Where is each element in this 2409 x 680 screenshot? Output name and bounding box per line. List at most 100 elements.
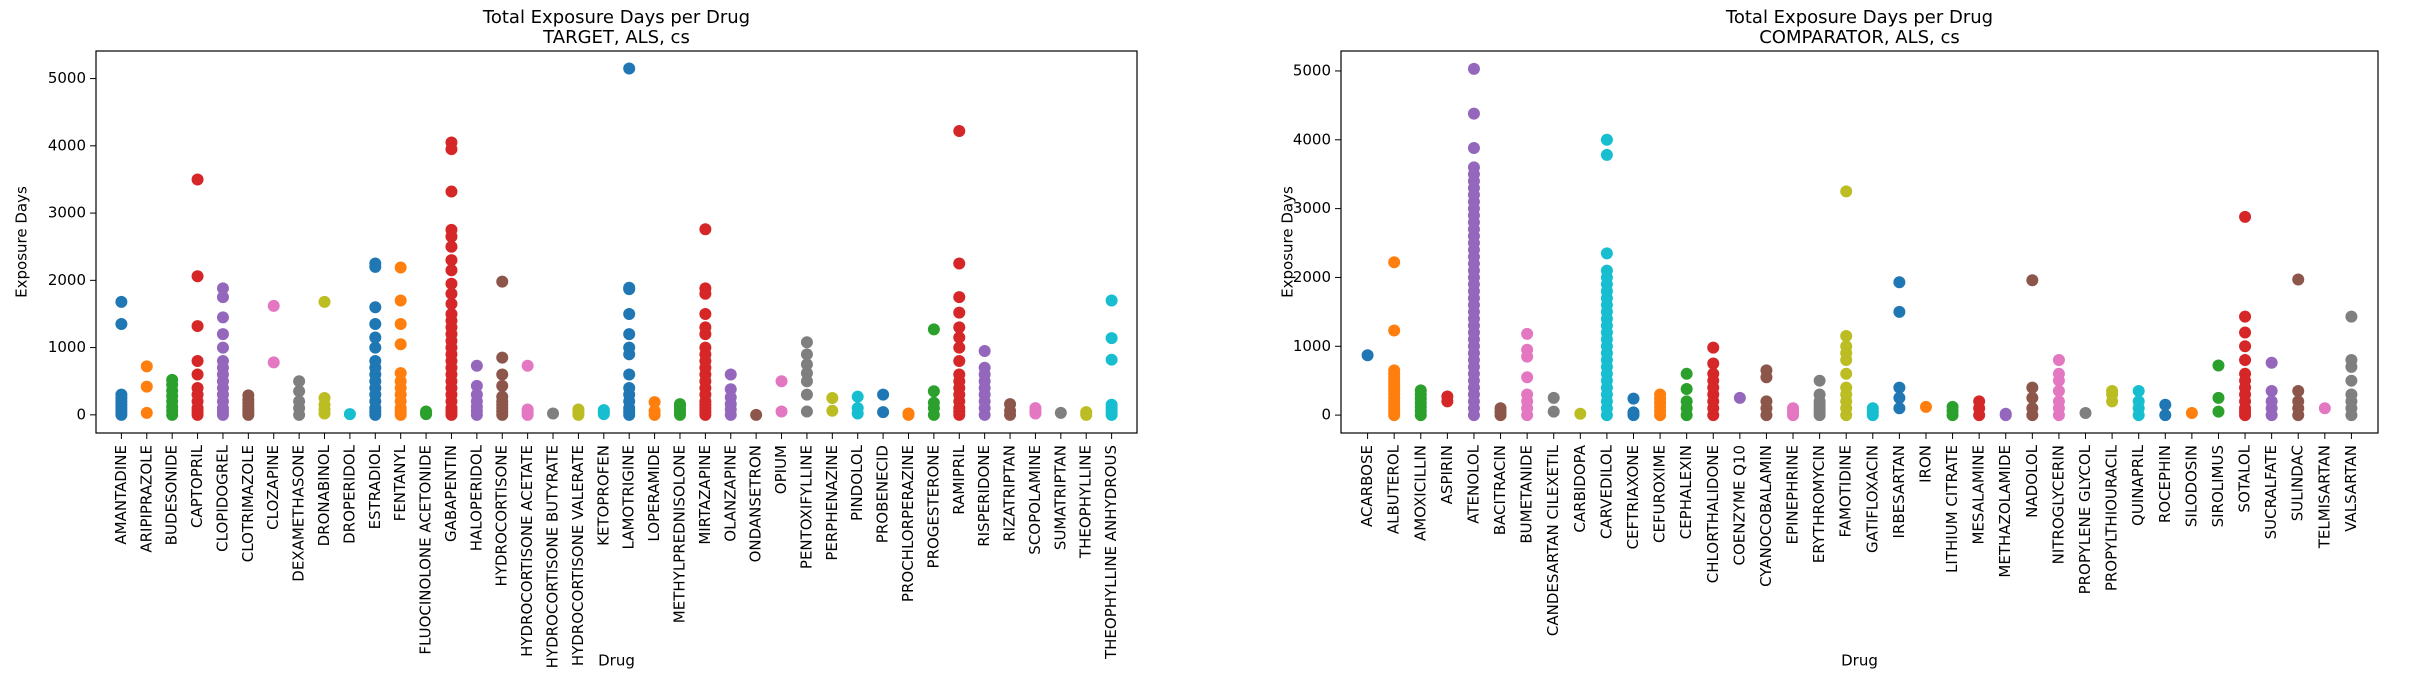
point — [2265, 356, 2278, 369]
point — [1707, 367, 1720, 380]
point — [1105, 332, 1118, 345]
x-tick-label: PROPYLENE GLYCOL — [2076, 444, 2094, 594]
point — [521, 403, 534, 416]
point — [1840, 329, 1853, 342]
point — [1004, 398, 1017, 411]
point — [191, 173, 204, 186]
point — [445, 254, 458, 267]
point — [2292, 385, 2305, 398]
point — [699, 321, 712, 334]
point — [2265, 395, 2278, 408]
point — [1521, 327, 1534, 340]
point — [1105, 294, 1118, 307]
point — [140, 406, 153, 419]
point — [1054, 406, 1067, 419]
point — [953, 368, 966, 381]
point — [496, 351, 509, 364]
x-tick-label: THEOPHYLLINE ANHYDROUS — [1102, 445, 1120, 660]
x-tick-label: RISPERIDONE — [975, 445, 993, 547]
chart-title: Total Exposure Days per Drug — [1725, 7, 1993, 28]
point — [318, 392, 331, 405]
point — [470, 379, 483, 392]
point — [927, 396, 940, 409]
x-tick-label: LOPERAMIDE — [645, 445, 663, 542]
x-tick-label: CYANOCOBALAMIN — [1757, 445, 1775, 587]
point — [699, 282, 712, 295]
y-axis-label: Exposure Days — [13, 186, 31, 298]
point — [851, 390, 864, 403]
point — [2026, 402, 2039, 415]
point — [2292, 273, 2305, 286]
point — [191, 320, 204, 333]
point — [369, 301, 382, 314]
point — [953, 257, 966, 270]
point — [1999, 407, 2012, 420]
point — [1893, 402, 1906, 415]
point — [800, 367, 813, 380]
point — [293, 375, 306, 388]
point — [826, 404, 839, 417]
point — [2132, 395, 2145, 408]
point — [216, 355, 229, 368]
point — [496, 275, 509, 288]
point — [953, 125, 966, 138]
point — [2079, 407, 2092, 420]
point — [1547, 405, 1560, 418]
point — [394, 367, 407, 380]
x-tick-label: IRON — [1916, 445, 1934, 483]
point — [445, 277, 458, 290]
point — [1080, 406, 1093, 419]
point — [445, 240, 458, 253]
point — [445, 185, 458, 198]
point — [369, 331, 382, 344]
x-tick-label: AMANTADINE — [112, 445, 130, 545]
x-tick-label: BUMETANIDE — [1518, 445, 1536, 544]
x-tick-label: FENTANYL — [391, 444, 409, 521]
point — [191, 270, 204, 283]
x-tick-label: MIRTAZAPINE — [696, 445, 714, 545]
point — [775, 375, 788, 388]
x-tick-label: SUCRALFATE — [2262, 445, 2280, 539]
x-tick-label: SIROLIMUS — [2209, 445, 2227, 527]
point — [2026, 391, 2039, 404]
point — [267, 356, 280, 369]
point — [2239, 354, 2252, 367]
x-tick-label: QUINAPRIL — [2129, 444, 2147, 526]
point — [1680, 395, 1693, 408]
point — [1467, 142, 1480, 155]
point — [1494, 402, 1507, 415]
y-tick-label: 5000 — [1293, 61, 1331, 79]
point — [496, 379, 509, 392]
x-tick-label: LAMOTRIGINE — [620, 445, 638, 549]
point — [1893, 391, 1906, 404]
point — [318, 295, 331, 308]
point — [1627, 392, 1640, 405]
point — [800, 358, 813, 371]
point — [394, 338, 407, 351]
point — [623, 381, 636, 394]
point — [2345, 374, 2358, 387]
plot-frame — [1340, 50, 2379, 434]
chart-subtitle: TARGET, ALS, cs — [542, 27, 690, 48]
point — [648, 396, 661, 409]
x-tick-label: NITROGLYCERIN — [2049, 445, 2067, 564]
x-tick-label: DRONABINOL — [315, 444, 333, 546]
x-tick-label: CLOZAPINE — [264, 445, 282, 530]
point — [1105, 398, 1118, 411]
point — [191, 368, 204, 381]
point — [1733, 391, 1746, 404]
point — [1600, 133, 1613, 146]
x-tick-label: DEXAMETHASONE — [290, 445, 308, 582]
point — [1361, 349, 1374, 362]
point — [2106, 385, 2119, 398]
point — [1441, 390, 1454, 403]
point — [1919, 400, 1932, 413]
point — [445, 307, 458, 320]
x-tick-label: PROCHLORPERAZINE — [899, 445, 917, 602]
point — [1893, 381, 1906, 394]
point — [2239, 326, 2252, 339]
point — [420, 405, 433, 418]
y-tick-label: 2000 — [48, 271, 86, 289]
point — [369, 257, 382, 270]
point — [2052, 385, 2065, 398]
